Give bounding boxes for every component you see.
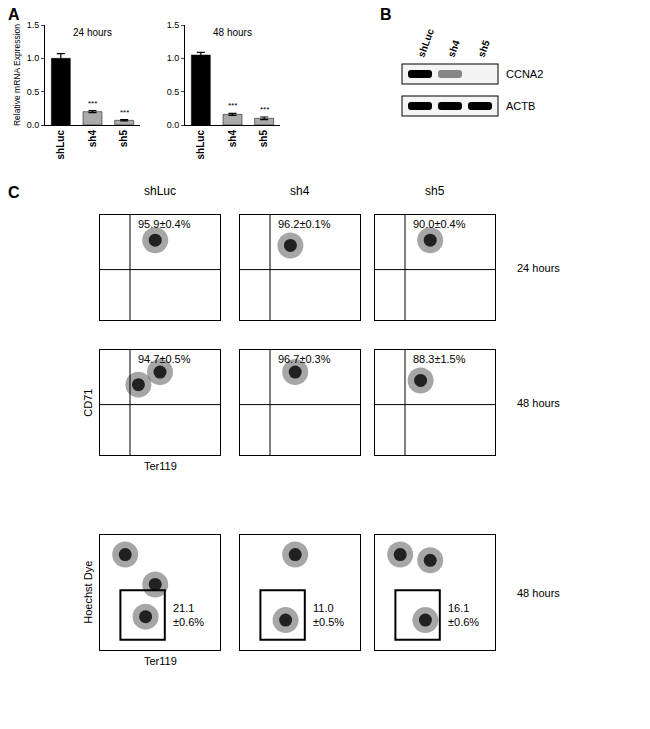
svg-text:shLuc: shLuc <box>144 184 176 198</box>
svg-text:ACTB: ACTB <box>506 100 535 112</box>
svg-text:sh5: sh5 <box>118 130 129 148</box>
svg-text:24 hours: 24 hours <box>73 27 112 38</box>
svg-text:shLuc: shLuc <box>55 130 66 160</box>
svg-text:sh4: sh4 <box>227 130 238 148</box>
svg-text:C: C <box>8 184 20 201</box>
svg-text:CCNA2: CCNA2 <box>506 68 543 80</box>
svg-text:sh5: sh5 <box>476 38 492 58</box>
svg-text:95.9±0.4%: 95.9±0.4% <box>138 218 191 230</box>
svg-text:96.7±0.3%: 96.7±0.3% <box>278 353 331 365</box>
svg-text:48 hours: 48 hours <box>517 397 560 409</box>
svg-text:96.2±0.1%: 96.2±0.1% <box>278 218 331 230</box>
svg-text:***: *** <box>120 108 129 117</box>
svg-text:Ter119: Ter119 <box>144 460 177 472</box>
svg-text:94.7±0.5%: 94.7±0.5% <box>138 353 191 365</box>
svg-text:B: B <box>380 6 392 23</box>
svg-text:sh4: sh4 <box>290 184 310 198</box>
svg-text:1.5: 1.5 <box>167 20 180 30</box>
svg-text:16.1±0.6%: 16.1±0.6% <box>448 602 479 628</box>
svg-text:0.0: 0.0 <box>167 120 180 130</box>
svg-text:sh5: sh5 <box>425 184 445 198</box>
svg-text:90.0±0.4%: 90.0±0.4% <box>413 218 466 230</box>
svg-text:sh4: sh4 <box>446 38 462 58</box>
svg-text:Relative mRNA Expression: Relative mRNA Expression <box>12 24 22 126</box>
svg-text:1.5: 1.5 <box>27 20 40 30</box>
svg-text:shLuc: shLuc <box>416 27 437 59</box>
svg-text:Hoechst Dye: Hoechst Dye <box>82 561 94 624</box>
svg-text:shLuc: shLuc <box>195 130 206 160</box>
svg-text:***: *** <box>260 105 269 114</box>
svg-text:1.0: 1.0 <box>27 53 40 63</box>
svg-text:0.5: 0.5 <box>167 87 180 97</box>
svg-text:sh4: sh4 <box>87 130 98 148</box>
svg-text:0.0: 0.0 <box>27 120 40 130</box>
svg-text:88.3±1.5%: 88.3±1.5% <box>413 353 466 365</box>
svg-text:A: A <box>8 6 20 23</box>
svg-text:***: *** <box>88 99 97 108</box>
svg-text:24 hours: 24 hours <box>517 262 560 274</box>
svg-text:0.5: 0.5 <box>27 87 40 97</box>
svg-text:21.1±0.6%: 21.1±0.6% <box>173 602 204 628</box>
svg-text:11.0±0.5%: 11.0±0.5% <box>313 602 344 628</box>
svg-text:Ter119: Ter119 <box>144 655 177 667</box>
svg-text:48 hours: 48 hours <box>517 587 560 599</box>
svg-text:sh5: sh5 <box>258 130 269 148</box>
svg-text:1.0: 1.0 <box>167 53 180 63</box>
svg-text:CD71: CD71 <box>82 389 94 417</box>
svg-text:***: *** <box>228 101 237 110</box>
svg-text:48 hours: 48 hours <box>213 27 252 38</box>
